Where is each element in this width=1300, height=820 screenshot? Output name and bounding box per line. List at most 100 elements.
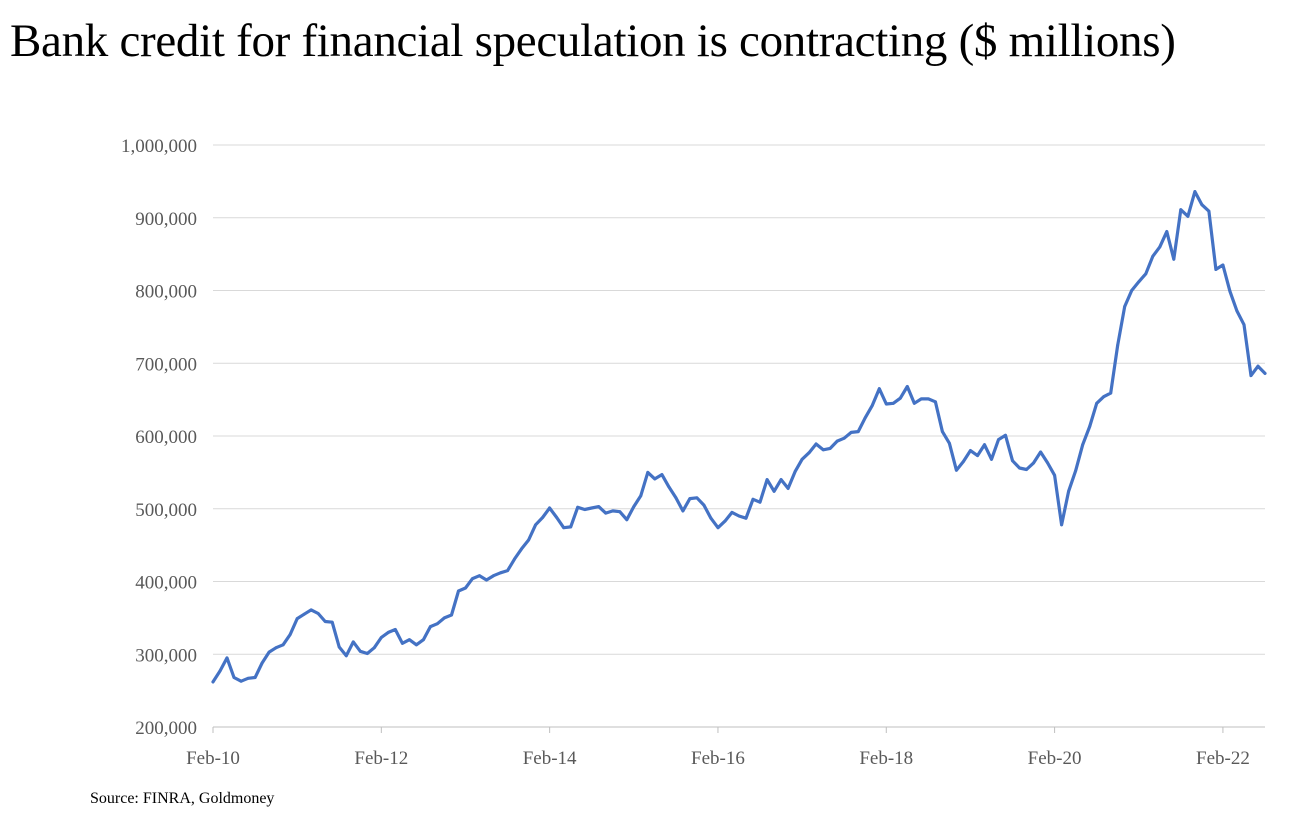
data-point (779, 478, 783, 481)
data-point (1039, 450, 1042, 454)
data-point (520, 547, 523, 551)
data-point (653, 477, 657, 481)
data-point (288, 633, 292, 636)
data-point (534, 523, 537, 527)
data-point (1102, 395, 1106, 399)
data-point (1249, 374, 1253, 377)
data-point (695, 496, 699, 500)
data-point (751, 497, 755, 501)
data-point (1242, 323, 1246, 327)
y-tick-label: 300,000 (135, 645, 197, 666)
chart-title: Bank credit for financial speculation is… (10, 15, 1176, 67)
data-point (891, 401, 895, 405)
x-axis-tick-labels: Feb-10 Feb-12 Feb-14 Feb-16 Feb-18 Feb-20 Feb-… (186, 748, 1250, 769)
y-tick-label: 600,000 (135, 427, 197, 448)
data-point (344, 654, 348, 658)
gridlines (213, 144, 1265, 655)
data-point (415, 643, 418, 647)
data-point (793, 470, 797, 473)
data-point (772, 489, 776, 493)
data-point (513, 557, 516, 561)
data-point (1081, 443, 1085, 447)
data-point (253, 676, 257, 679)
data-point (548, 506, 551, 510)
data-point (709, 516, 713, 520)
x-axis (212, 726, 1265, 733)
data-point (786, 487, 790, 490)
x-tick-label: Feb-20 (1028, 748, 1082, 769)
data-point (835, 439, 839, 443)
data-point (309, 608, 313, 612)
data-point (555, 516, 559, 519)
x-tick-label: Feb-10 (186, 748, 240, 769)
data-point (955, 468, 958, 472)
data-point (667, 485, 671, 489)
data-point (436, 622, 439, 626)
data-point (611, 509, 615, 513)
data-point (379, 636, 383, 639)
data-point (604, 511, 608, 515)
data-point (372, 646, 376, 650)
data-point (821, 448, 825, 452)
data-point (1144, 272, 1148, 276)
data-point (295, 617, 299, 620)
y-tick-label: 500,000 (135, 500, 197, 521)
data-point (898, 396, 902, 400)
data-point (618, 510, 622, 514)
data-point (499, 571, 502, 575)
x-tick-label: Feb-14 (523, 748, 577, 769)
data-point (919, 397, 923, 401)
x-tick-label: Feb-18 (859, 748, 913, 769)
y-tick-label: 200,000 (135, 718, 197, 739)
data-point (330, 620, 334, 624)
data-point (1046, 461, 1049, 465)
y-tick-label: 400,000 (135, 573, 197, 594)
data-point (744, 516, 748, 520)
data-point (1095, 401, 1099, 405)
data-point (1172, 257, 1176, 261)
data-point (639, 494, 643, 498)
data-point (625, 518, 629, 522)
data-point (1116, 343, 1120, 347)
data-point (681, 509, 685, 513)
data-point (583, 508, 587, 511)
data-point (211, 680, 215, 684)
data-point (246, 676, 250, 680)
data-point (983, 443, 986, 447)
data-point (597, 505, 601, 508)
data-point (941, 430, 944, 433)
data-point (443, 616, 446, 620)
data-point (737, 514, 741, 518)
data-point (828, 447, 832, 450)
data-point (1025, 468, 1028, 471)
data-point (688, 497, 692, 500)
data-point (1235, 309, 1239, 313)
data-point (856, 430, 860, 433)
data-point (814, 442, 818, 446)
data-point (457, 589, 460, 593)
series-line-0 (211, 190, 1267, 684)
source-note: Source: FINRA, Goldmoney (90, 790, 275, 807)
data-point (408, 638, 411, 642)
data-point (1200, 203, 1204, 207)
data-point (1207, 209, 1211, 213)
data-point (1018, 466, 1021, 470)
data-point (527, 538, 530, 542)
data-point (912, 401, 916, 405)
data-point (450, 613, 453, 617)
data-point (1109, 391, 1113, 395)
data-point (337, 645, 341, 649)
data-point (478, 574, 481, 578)
data-point (948, 441, 951, 445)
data-point (765, 478, 769, 481)
data-point (1228, 289, 1232, 293)
data-point (232, 676, 236, 679)
data-point (660, 473, 664, 476)
data-point (485, 578, 488, 582)
data-point (351, 640, 355, 644)
y-tick-label: 900,000 (135, 209, 197, 230)
data-point (905, 385, 909, 388)
data-point (281, 643, 285, 647)
data-point (969, 449, 972, 452)
data-point (990, 457, 993, 461)
